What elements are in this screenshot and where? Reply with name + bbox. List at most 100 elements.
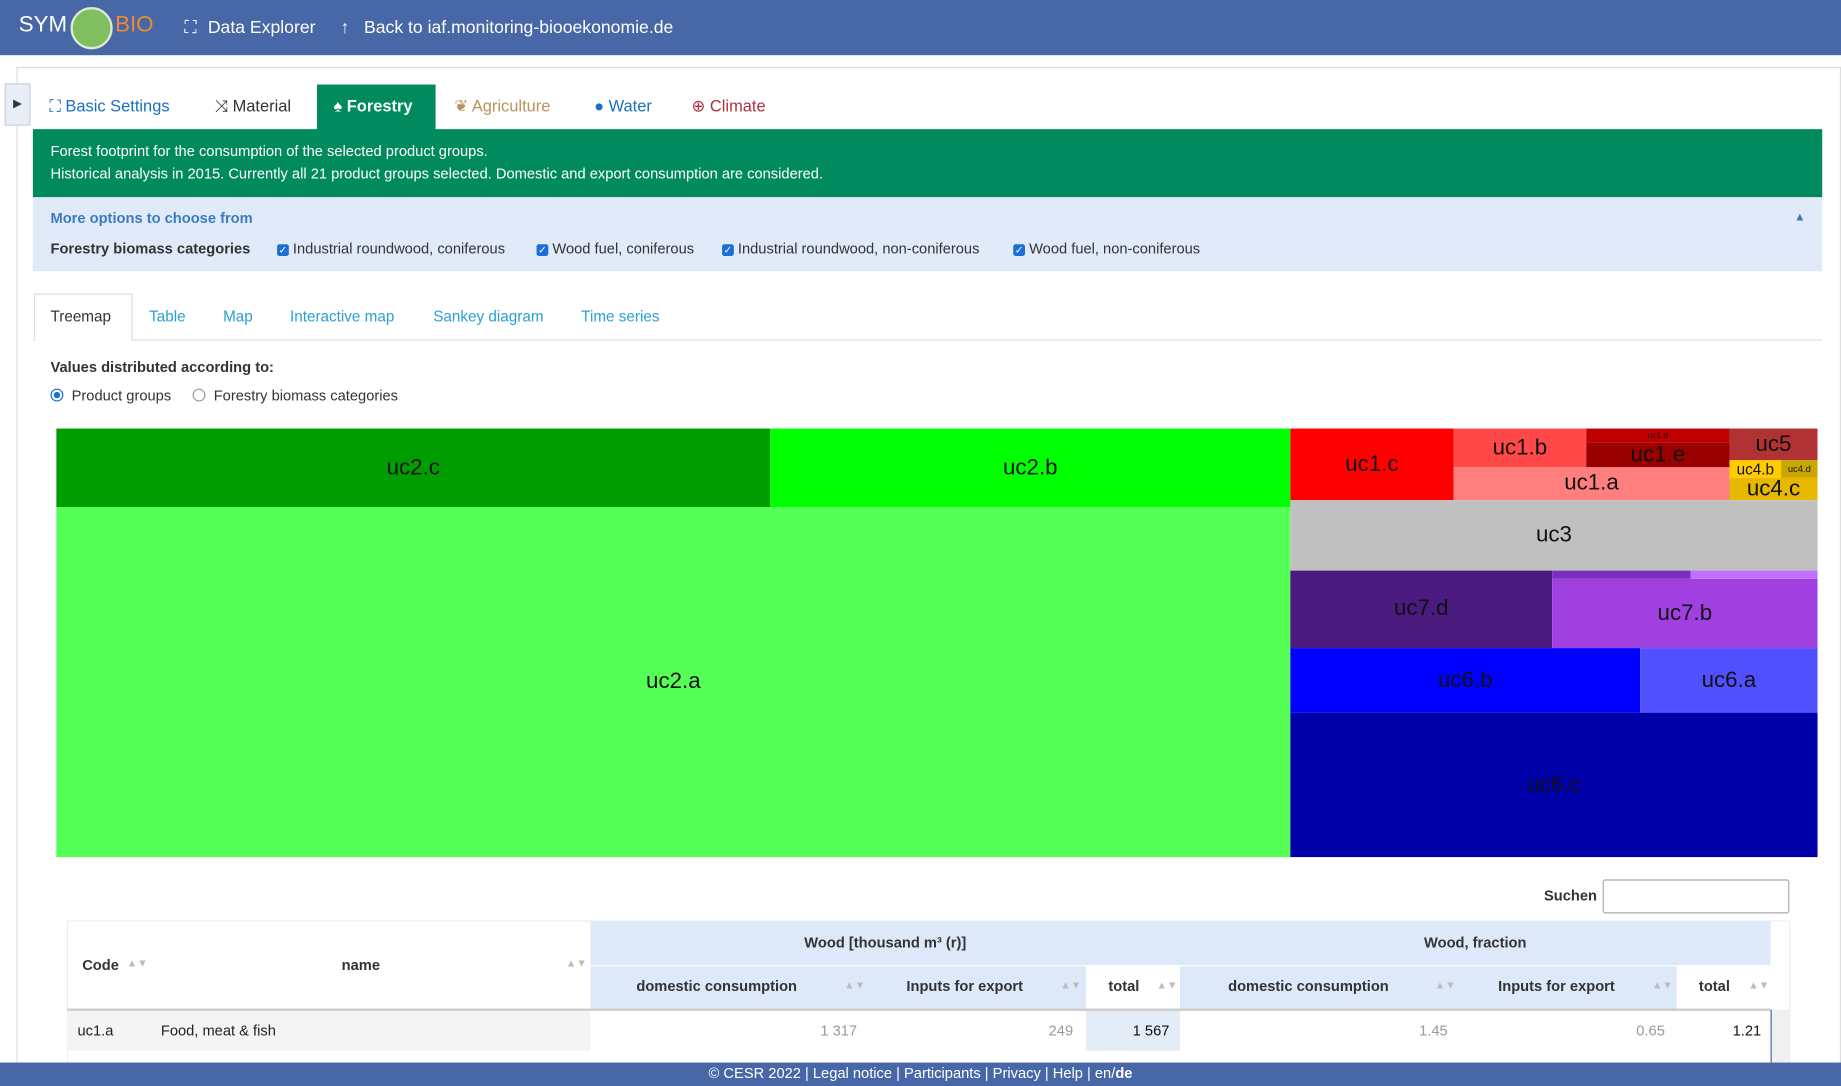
logo-left[interactable]: SYM xyxy=(18,12,68,38)
radio[interactable] xyxy=(50,388,64,402)
treemap-tile[interactable]: uc4.c xyxy=(1729,477,1818,501)
banner xyxy=(32,129,1823,198)
column-header[interactable]: domestic consumption xyxy=(1228,978,1389,995)
checkbox[interactable]: ✓ Wood fuel, coniferous xyxy=(536,240,695,258)
column-header[interactable]: name xyxy=(341,956,381,974)
cell: 1 567 xyxy=(1132,1022,1170,1040)
treemap-tile[interactable]: uc2.b xyxy=(770,428,1291,508)
banner-text: Historical analysis in 2015. Currently a… xyxy=(50,165,824,182)
treemap-tile[interactable]: uc1.e xyxy=(1586,442,1730,468)
subtab[interactable]: Map xyxy=(223,307,253,326)
header-line xyxy=(66,1008,1771,1011)
treemap-tile[interactable]: uc1.b xyxy=(1453,428,1587,468)
footer-text[interactable]: © CESR 2022 | Legal notice | Participant… xyxy=(0,1065,1841,1081)
tab[interactable]: ⛶ Basic Settings xyxy=(49,96,170,116)
tab[interactable]: ❦ Agriculture xyxy=(454,96,551,116)
treemap-tile[interactable]: uc1.a xyxy=(1453,467,1730,501)
tab-label[interactable]: Basic Settings xyxy=(65,96,170,116)
subtab[interactable]: Time series xyxy=(581,307,660,326)
search-input[interactable] xyxy=(1602,879,1790,914)
treemap-tile[interactable]: uc6.b xyxy=(1290,648,1641,713)
sort-icon[interactable]: ▲▼ xyxy=(1060,979,1082,991)
tab[interactable]: ⊕ Climate xyxy=(691,96,766,116)
radio-label[interactable]: Forestry biomass categories xyxy=(213,387,399,404)
search-label: Suchen xyxy=(1543,887,1597,905)
radio[interactable] xyxy=(192,388,206,402)
logo-globe xyxy=(70,7,113,50)
checkbox-label[interactable]: Wood fuel, coniferous xyxy=(552,240,695,258)
sort-icon[interactable]: ▲▼ xyxy=(126,956,148,969)
subtab[interactable]: Sankey diagram xyxy=(433,307,544,326)
logo-right[interactable]: BIO xyxy=(115,12,154,38)
cell: 1 317 xyxy=(820,1022,858,1040)
cell: 249 xyxy=(1048,1022,1074,1040)
panel xyxy=(16,66,1841,1078)
checkbox[interactable]: ✓ Wood fuel, non-coniferous xyxy=(1013,240,1201,258)
active-subtab xyxy=(34,293,133,342)
treemap-tile[interactable]: uc6.c xyxy=(1290,712,1818,858)
column-header[interactable]: Inputs for export xyxy=(1498,978,1615,995)
banner-text: Forest footprint for the consumption of … xyxy=(50,143,488,160)
column-header[interactable]: Code xyxy=(82,956,119,974)
treemap-tile[interactable]: uc7.d xyxy=(1290,570,1553,649)
treemap-tile[interactable]: uc6.a xyxy=(1640,648,1818,713)
checkbox[interactable]: ✓ Industrial roundwood, coniferous xyxy=(277,240,506,258)
tab[interactable]: ♠ Forestry xyxy=(333,96,413,116)
footer-links[interactable]: © CESR 2022 | Legal notice | Participant… xyxy=(708,1064,1116,1082)
subtab[interactable]: Interactive map xyxy=(290,307,395,326)
options-panel xyxy=(32,197,1823,272)
column-header[interactable]: Inputs for export xyxy=(906,978,1024,995)
treemap-tile[interactable]: uc5 xyxy=(1729,428,1818,461)
cell: 1.45 xyxy=(1419,1022,1448,1040)
treemap-tile[interactable]: uc3 xyxy=(1290,500,1818,571)
treemap-tile[interactable] xyxy=(1552,570,1691,579)
tab[interactable]: ⤨ Material xyxy=(214,96,292,116)
scrollbar[interactable] xyxy=(1770,1009,1790,1063)
header-cell-bg xyxy=(1086,965,1180,1010)
tab-label[interactable]: Forestry xyxy=(346,96,413,116)
column-header[interactable]: total xyxy=(1698,978,1730,995)
subtab-line xyxy=(32,339,1823,341)
column-header[interactable]: domestic consumption xyxy=(636,978,798,995)
checkbox-label[interactable]: Wood fuel, non-coniferous xyxy=(1029,240,1201,258)
sort-icon[interactable]: ▲▼ xyxy=(1156,979,1178,991)
options-title[interactable]: More options to choose from xyxy=(50,210,253,227)
sort-icon[interactable]: ▲▼ xyxy=(844,979,866,991)
treemap-tile[interactable]: uc2.a xyxy=(56,507,1291,858)
checkbox-label[interactable]: Industrial roundwood, coniferous xyxy=(292,240,506,258)
footer-lang[interactable]: de xyxy=(1115,1064,1133,1082)
treemap-tile[interactable]: uc7.b xyxy=(1552,578,1818,649)
sort-icon[interactable]: ▲▼ xyxy=(1434,979,1456,991)
column-header[interactable]: total xyxy=(1108,978,1140,995)
treemap-tile[interactable]: uc1.c xyxy=(1290,428,1454,501)
tab-label[interactable]: Agriculture xyxy=(471,96,551,116)
treemap-tile[interactable]: uc2.c xyxy=(56,428,771,508)
nav-icon: ↑ xyxy=(340,17,350,38)
sort-icon[interactable]: ▲▼ xyxy=(1651,979,1673,991)
treemap-tile[interactable]: uc4.b xyxy=(1729,460,1782,478)
nav-link[interactable]: Back to iaf.monitoring-biooekonomie.de xyxy=(363,17,674,38)
cell: Food, meat & fish xyxy=(160,1022,276,1040)
navbar xyxy=(0,0,1841,56)
subtab[interactable]: Table xyxy=(149,307,186,326)
radio-label[interactable]: Product groups xyxy=(71,387,172,404)
treemap-tile[interactable]: uc1.d xyxy=(1586,428,1730,443)
collapse-caret[interactable]: ▲ xyxy=(1794,211,1806,225)
group-header: Wood, fraction xyxy=(1424,934,1527,952)
treemap-tile[interactable]: uc4.d xyxy=(1781,460,1818,478)
tab-label[interactable]: Water xyxy=(608,96,652,116)
tab-label[interactable]: Climate xyxy=(709,96,766,116)
cell: 0.65 xyxy=(1636,1022,1665,1040)
sort-icon[interactable]: ▲▼ xyxy=(1748,979,1770,991)
nav-link[interactable]: Data Explorer xyxy=(207,17,316,38)
tab[interactable]: ● Water xyxy=(594,96,652,116)
sidebar-toggle[interactable]: ▶ xyxy=(4,83,31,126)
treemap-tile[interactable] xyxy=(1690,570,1818,579)
tab-label[interactable]: Material xyxy=(232,96,292,116)
checkbox-label[interactable]: Industrial roundwood, non-coniferous xyxy=(737,240,980,258)
nav-icon: ⛶ xyxy=(184,17,197,38)
checkbox[interactable]: ✓ Industrial roundwood, non-coniferous xyxy=(722,240,980,258)
cell: 1.21 xyxy=(1732,1022,1762,1040)
sort-icon[interactable]: ▲▼ xyxy=(565,956,587,969)
subtab[interactable]: Treemap xyxy=(50,307,112,326)
